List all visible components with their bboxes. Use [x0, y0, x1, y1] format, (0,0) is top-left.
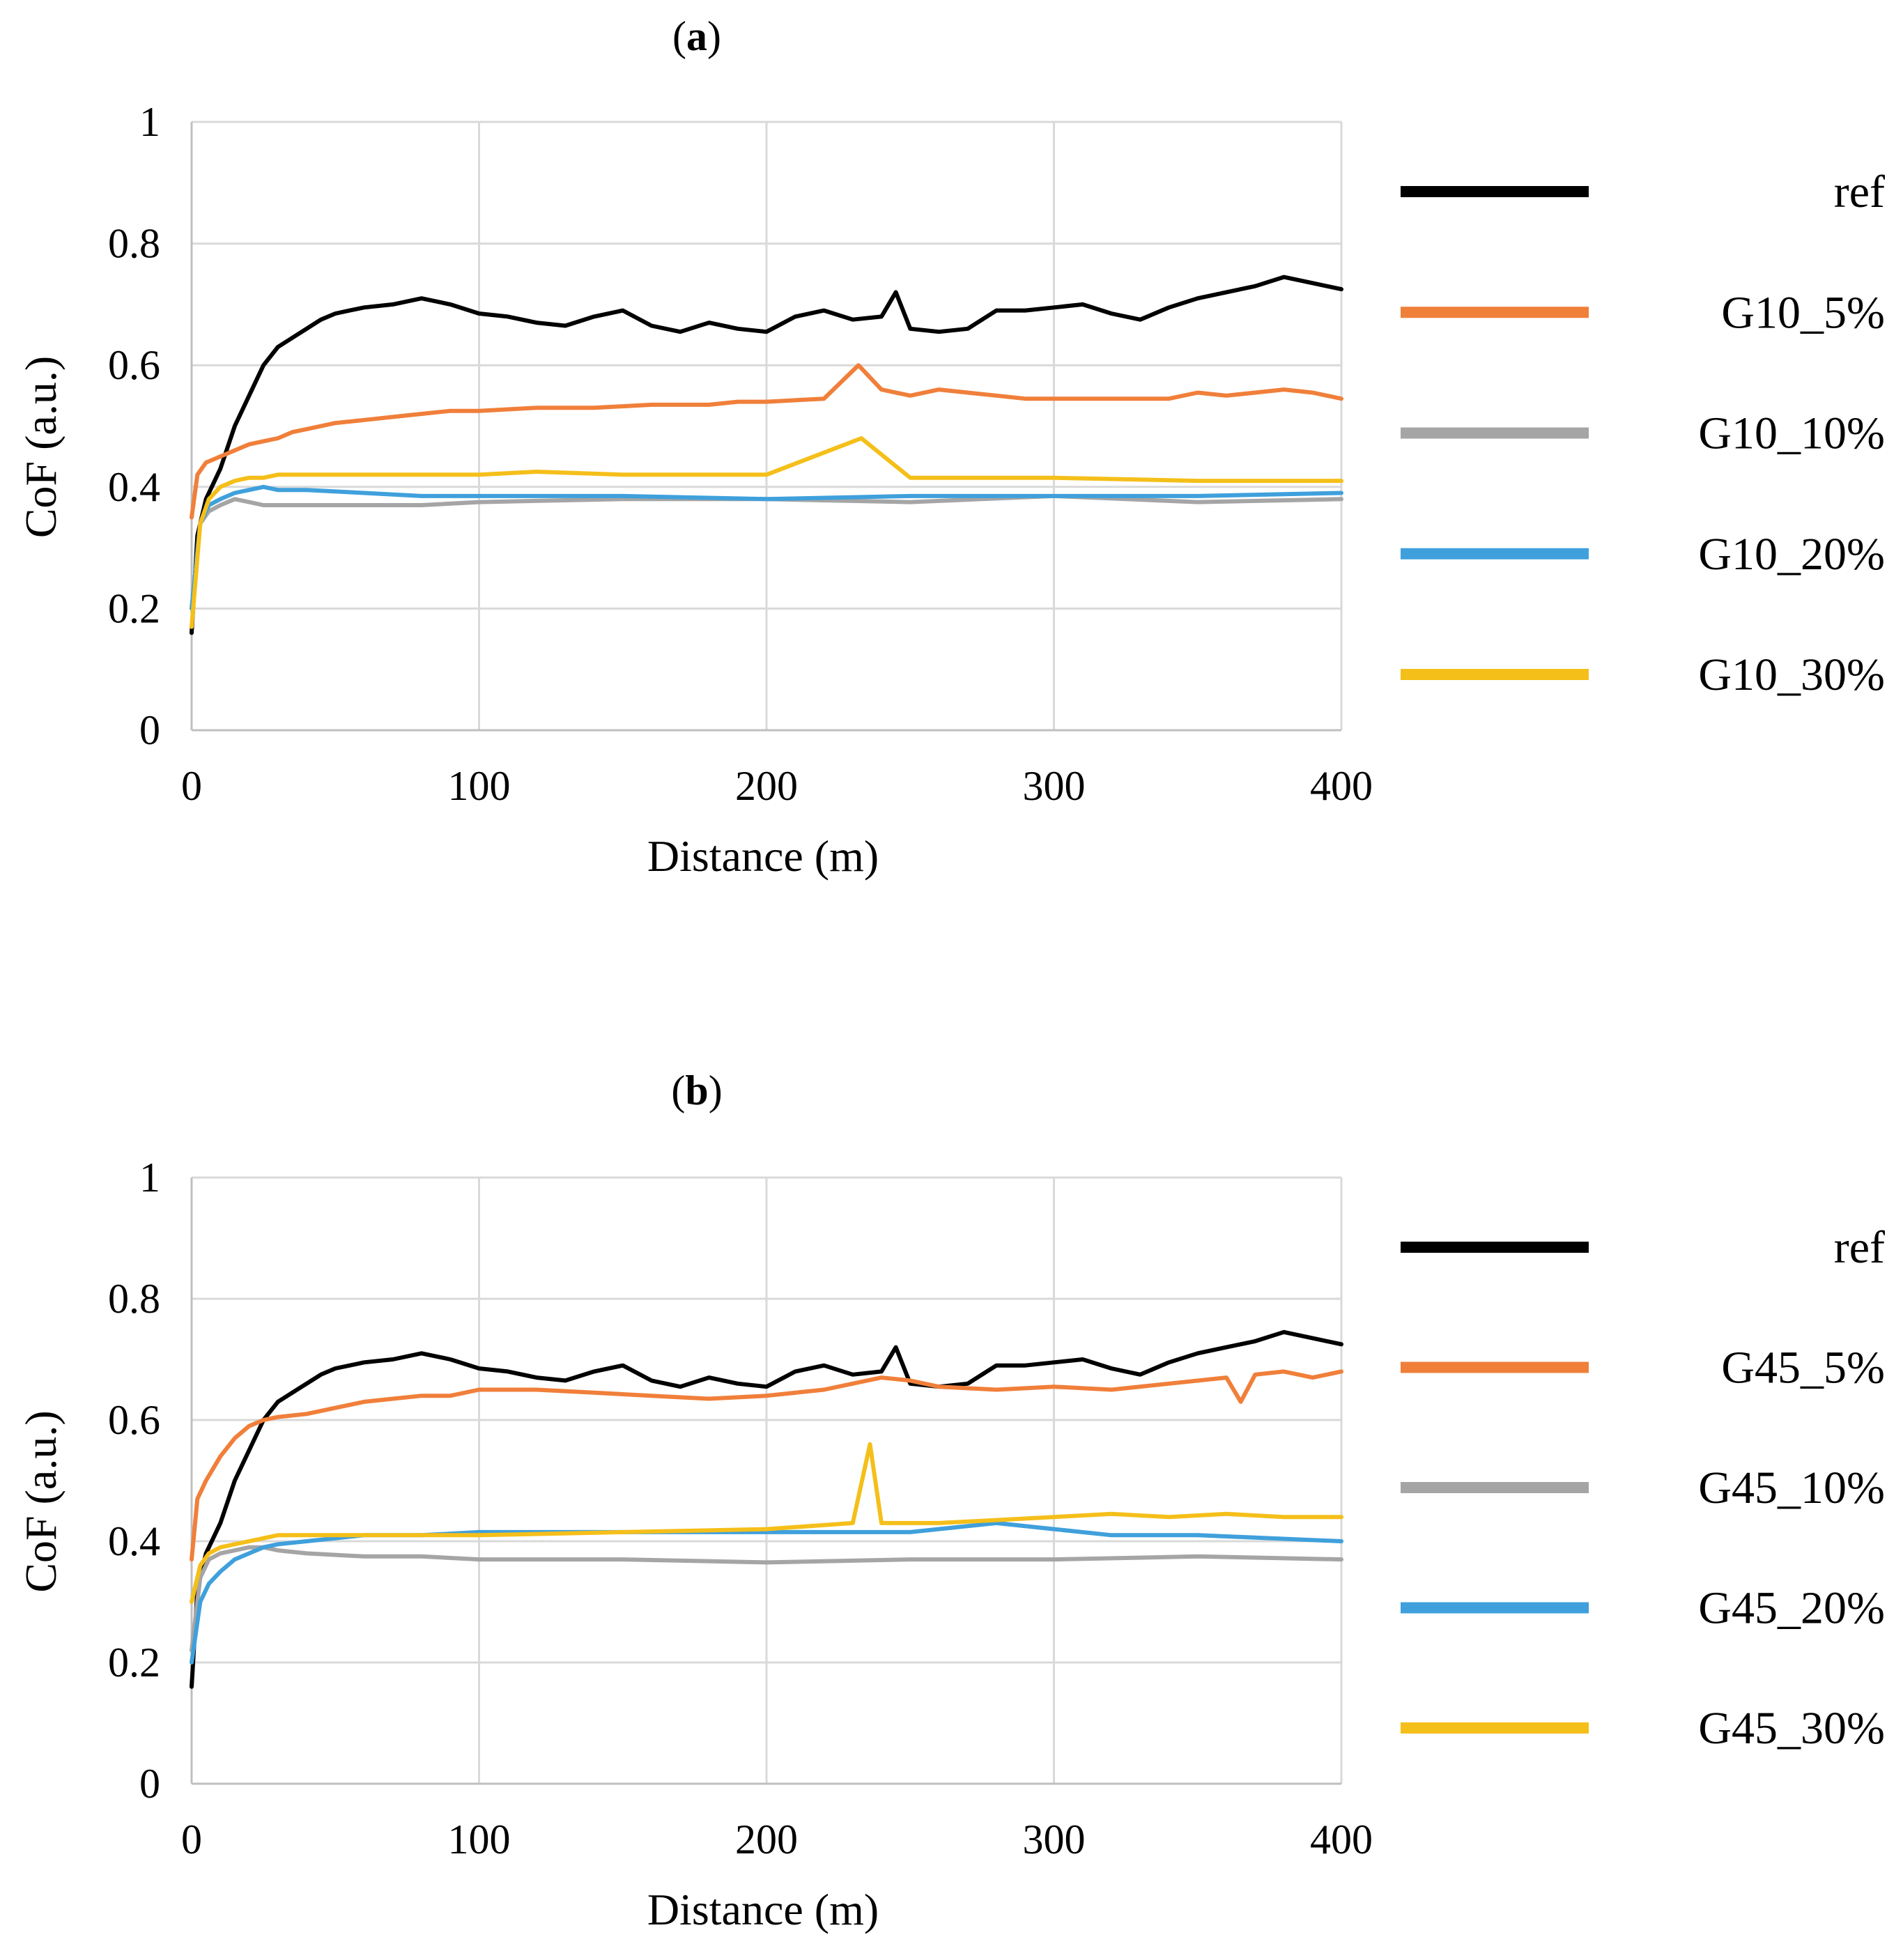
panel-title: (b) — [671, 1067, 722, 1113]
legend-label: ref — [1834, 167, 1885, 217]
x-tick-label: 200 — [735, 1816, 798, 1862]
x-tick-label: 100 — [448, 1816, 511, 1862]
series-line — [190, 1545, 1343, 1653]
panel-title-open: ( — [672, 13, 686, 59]
panel-title: (a) — [672, 13, 721, 59]
y-tick-label: 1 — [139, 99, 160, 145]
y-axis-title: CoF (a.u.) — [16, 356, 66, 538]
legend-label: G10_30% — [1698, 649, 1885, 700]
panel-title-close: ) — [707, 13, 721, 59]
y-tick-label: 0 — [139, 707, 160, 753]
panel-title-close: ) — [709, 1067, 723, 1113]
x-tick-label: 400 — [1310, 763, 1373, 809]
chart-panel-a: (a) 0 0.2 0.4 0.6 0.8 1 0 100 200 300 400 Distance (… — [16, 13, 1885, 881]
series-line — [190, 436, 1343, 629]
legend-label: ref — [1834, 1222, 1885, 1273]
y-tick-label: 0.6 — [108, 1397, 160, 1443]
legend-label: G10_10% — [1698, 408, 1885, 459]
y-tick-label: 1 — [139, 1155, 160, 1201]
y-tick-label: 0.6 — [108, 342, 160, 388]
series-line — [190, 363, 1343, 520]
x-tick-label: 300 — [1023, 763, 1086, 809]
y-tick-label: 0.2 — [108, 1639, 160, 1685]
x-tick-label: 200 — [735, 763, 798, 809]
x-axis-title: Distance (m) — [647, 831, 879, 881]
legend-label: G45_10% — [1698, 1463, 1885, 1513]
y-tick-label: 0.8 — [108, 221, 160, 267]
series-line — [190, 1442, 1343, 1604]
series-line — [190, 1329, 1343, 1689]
series-line — [190, 493, 1343, 611]
series-line — [190, 1369, 1343, 1562]
x-tick-label: 300 — [1023, 1816, 1086, 1862]
x-tick-label: 100 — [448, 763, 511, 809]
series-line — [190, 484, 1343, 611]
legend-label: G45_5% — [1721, 1343, 1885, 1394]
x-tick-label: 0 — [181, 763, 202, 809]
y-tick-label: 0.8 — [108, 1276, 160, 1322]
chart-panel-b: (b) 0 0.2 0.4 0.6 0.8 1 0 100 200 300 400 Distance (… — [16, 1067, 1885, 1934]
y-tick-label: 0.2 — [108, 585, 160, 631]
x-axis-title: Distance (m) — [647, 1885, 879, 1934]
panel-title-open: ( — [671, 1067, 685, 1113]
x-tick-label: 400 — [1310, 1816, 1373, 1862]
legend-label: G45_30% — [1698, 1703, 1885, 1754]
series-line — [190, 275, 1343, 635]
panel-title-letter: b — [685, 1067, 708, 1113]
legend-label: G45_20% — [1698, 1583, 1885, 1634]
panel-title-letter: a — [686, 13, 707, 59]
y-tick-label: 0.4 — [108, 1518, 160, 1564]
x-tick-label: 0 — [181, 1816, 202, 1862]
y-tick-label: 0.4 — [108, 464, 160, 510]
y-axis-title: CoF (a.u.) — [16, 1410, 66, 1592]
legend-label: G10_5% — [1721, 287, 1885, 338]
y-tick-label: 0 — [139, 1761, 160, 1807]
legend-label: G10_20% — [1698, 529, 1885, 580]
